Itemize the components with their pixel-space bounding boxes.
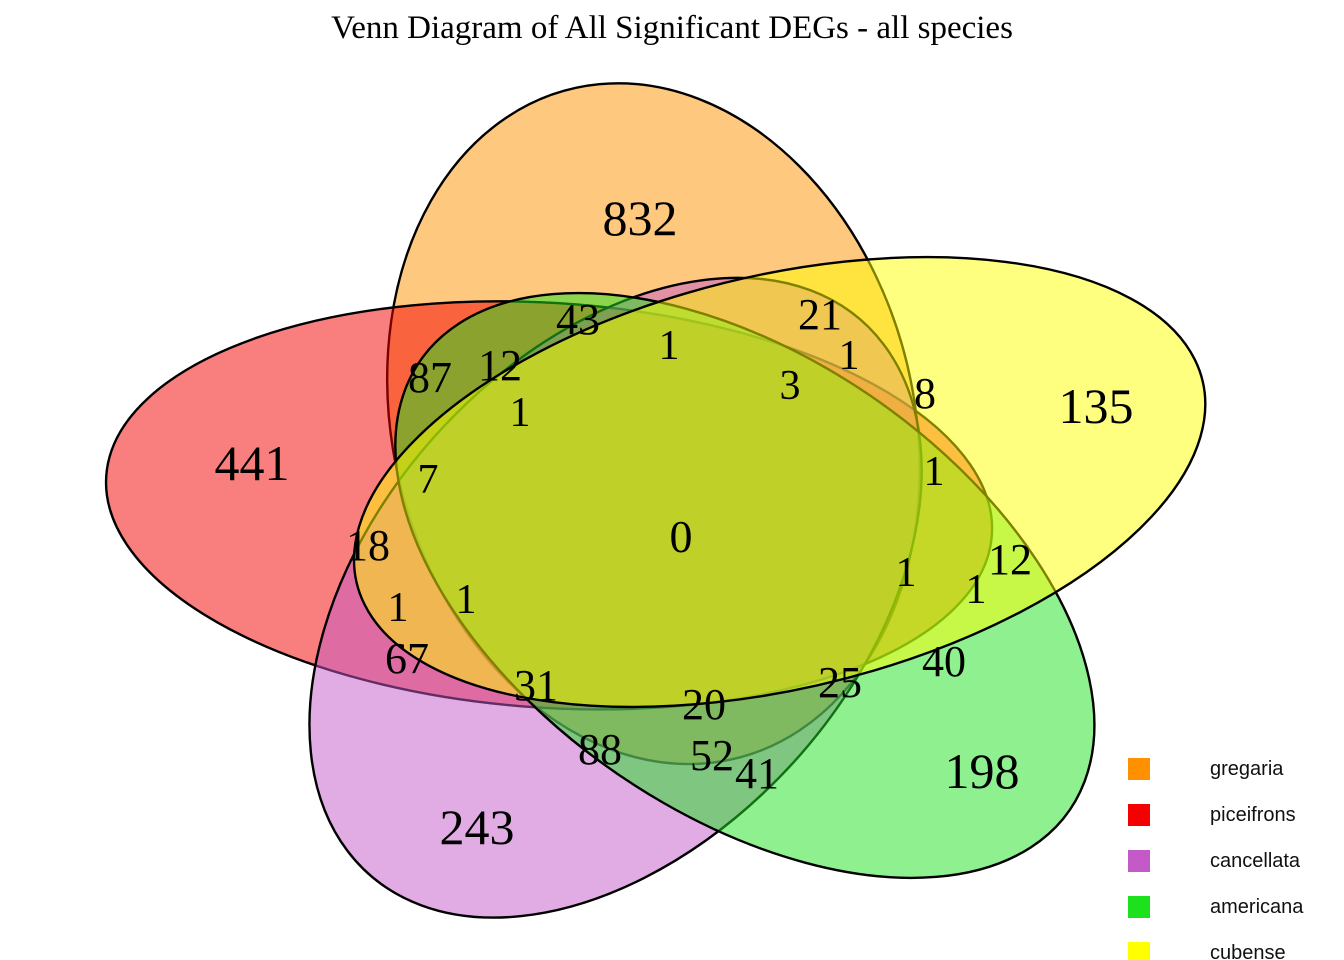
- legend-label: americana: [1210, 895, 1304, 918]
- legend-label: piceifrons: [1210, 803, 1296, 826]
- legend-label: gregaria: [1210, 757, 1284, 780]
- legend-label: cubense: [1210, 941, 1286, 960]
- chart-title: Venn Diagram of All Significant DEGs - a…: [331, 10, 1013, 46]
- legend-item-cancellata: cancellata: [1128, 850, 1303, 872]
- legend-swatch-gregaria: [1128, 758, 1150, 780]
- legend-swatch-piceifrons: [1128, 804, 1150, 826]
- legend-item-gregaria: gregaria: [1128, 758, 1303, 780]
- venn-ellipses: [79, 60, 1288, 960]
- legend-item-piceifrons: piceifrons: [1128, 804, 1303, 826]
- legend-swatch-cancellata: [1128, 850, 1150, 872]
- legend-swatch-cubense: [1128, 942, 1150, 960]
- legend-swatch-americana: [1128, 896, 1150, 918]
- legend-item-americana: americana: [1128, 896, 1303, 918]
- legend: gregaria piceifrons cancellata americana cub…: [1128, 758, 1303, 960]
- venn-ellipse-cubense: [270, 171, 1288, 793]
- legend-item-cubense: cubense: [1128, 942, 1303, 960]
- legend-label: cancellata: [1210, 849, 1301, 872]
